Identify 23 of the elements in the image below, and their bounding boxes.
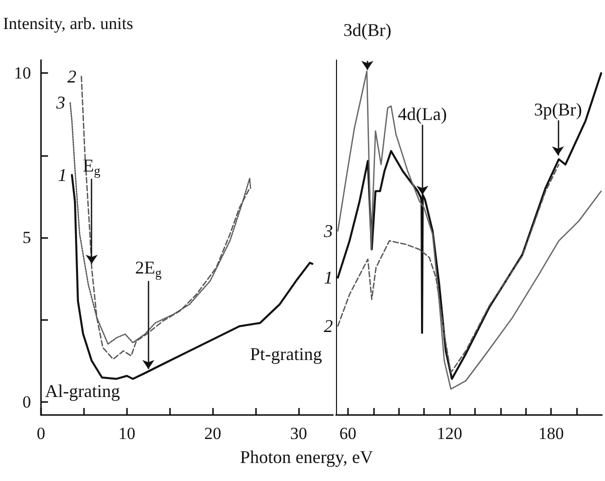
x-tick-label: 120 [436, 424, 462, 443]
x-tick-label: 60 [339, 424, 356, 443]
y-axis-title: Intensity, arb. units [3, 14, 134, 33]
annotation: 3p(Br) [534, 99, 582, 120]
x-tick-label: 180 [538, 424, 564, 443]
y-tick-label: 10 [14, 64, 31, 83]
x-tick-label: 10 [118, 424, 136, 443]
x-tick-label: 30 [290, 424, 308, 443]
annotation: Al-grating [45, 381, 120, 401]
series-label: 3 [322, 220, 333, 241]
series-label: 3 [55, 92, 66, 113]
x-tick-label: 20 [204, 424, 222, 443]
y-tick-label: 5 [22, 228, 31, 247]
annotation: 3d(Br) [343, 20, 392, 40]
series-label: 2 [324, 316, 333, 336]
series-label: 2 [67, 66, 76, 86]
y-tick-label: 0 [22, 392, 31, 412]
annotation: 4d(La) [398, 104, 447, 124]
series-label: 1 [324, 268, 333, 288]
x-tick-label: 0 [36, 424, 46, 443]
series-label: 1 [58, 165, 67, 186]
x-axis-title: Photon energy, eV [240, 447, 373, 467]
annotation: Pt-grating [250, 344, 322, 364]
